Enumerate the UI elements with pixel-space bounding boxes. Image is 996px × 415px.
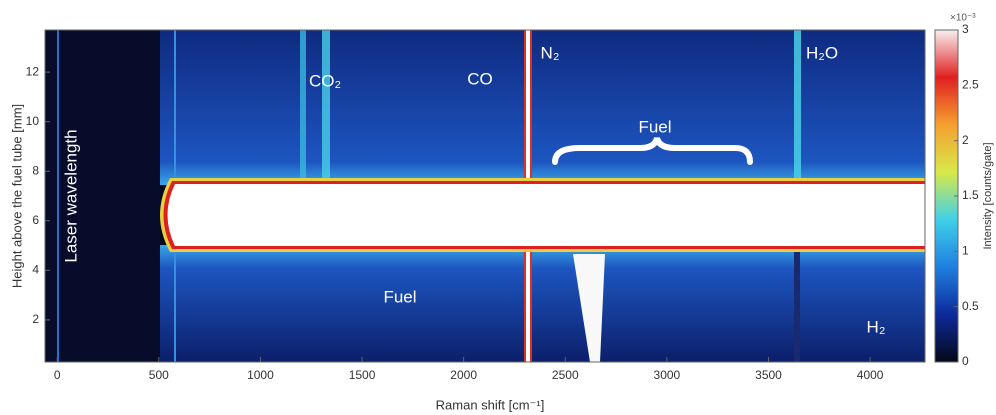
x-tick-label: 1000 bbox=[247, 368, 274, 382]
y-tick-label: 6 bbox=[32, 213, 39, 227]
x-tick-label: 4000 bbox=[857, 368, 884, 382]
y-tick-label: 4 bbox=[32, 263, 39, 277]
plot-frame bbox=[44, 29, 926, 363]
x-tick-label: 1500 bbox=[349, 368, 376, 382]
annotation: CO₂ bbox=[309, 71, 341, 90]
colorbar-tick-label: 0.5 bbox=[962, 299, 979, 313]
x-tick-label: 2000 bbox=[450, 368, 477, 382]
annotation: Laser wavelength bbox=[61, 129, 80, 262]
y-tick-label: 8 bbox=[32, 163, 39, 177]
y-tick-label: 2 bbox=[32, 312, 39, 326]
y-tick-label: 12 bbox=[26, 64, 40, 78]
colorbar-tick-label: 2 bbox=[962, 133, 969, 147]
heatmap bbox=[45, 30, 925, 362]
annotation: H₂O bbox=[806, 43, 838, 62]
colorbar-label: Intensity [counts/gate] bbox=[982, 142, 994, 249]
annotation: Fuel bbox=[638, 117, 671, 136]
x-tick-label: 2500 bbox=[552, 368, 579, 382]
annotation: H₂ bbox=[867, 317, 886, 336]
y-axis-label: Height above the fuel tube [mm] bbox=[9, 104, 24, 288]
x-tick-label: 0 bbox=[54, 368, 61, 382]
annotation: N₂ bbox=[541, 43, 560, 62]
colorbar-tick-label: 1.5 bbox=[962, 188, 979, 202]
x-tick-label: 500 bbox=[149, 368, 169, 382]
colorbar-tick-label: 3 bbox=[962, 22, 969, 36]
colorbar-tick-label: 1 bbox=[962, 244, 969, 258]
colorbar-tick-label: 0 bbox=[962, 354, 969, 368]
annotation: Fuel bbox=[383, 287, 416, 306]
annotation: CO bbox=[467, 69, 493, 88]
x-axis-label: Raman shift [cm⁻¹] bbox=[436, 397, 545, 412]
colorbar-multiplier: ×10⁻³ bbox=[950, 13, 976, 24]
annotation: Sooooooooooooooooooooooooooooooooooooooo… bbox=[234, 203, 676, 222]
colorbar-tick-label: 2.5 bbox=[962, 78, 979, 92]
x-tick-label: 3000 bbox=[654, 368, 681, 382]
y-tick-label: 10 bbox=[26, 114, 40, 128]
x-tick-label: 3500 bbox=[755, 368, 782, 382]
